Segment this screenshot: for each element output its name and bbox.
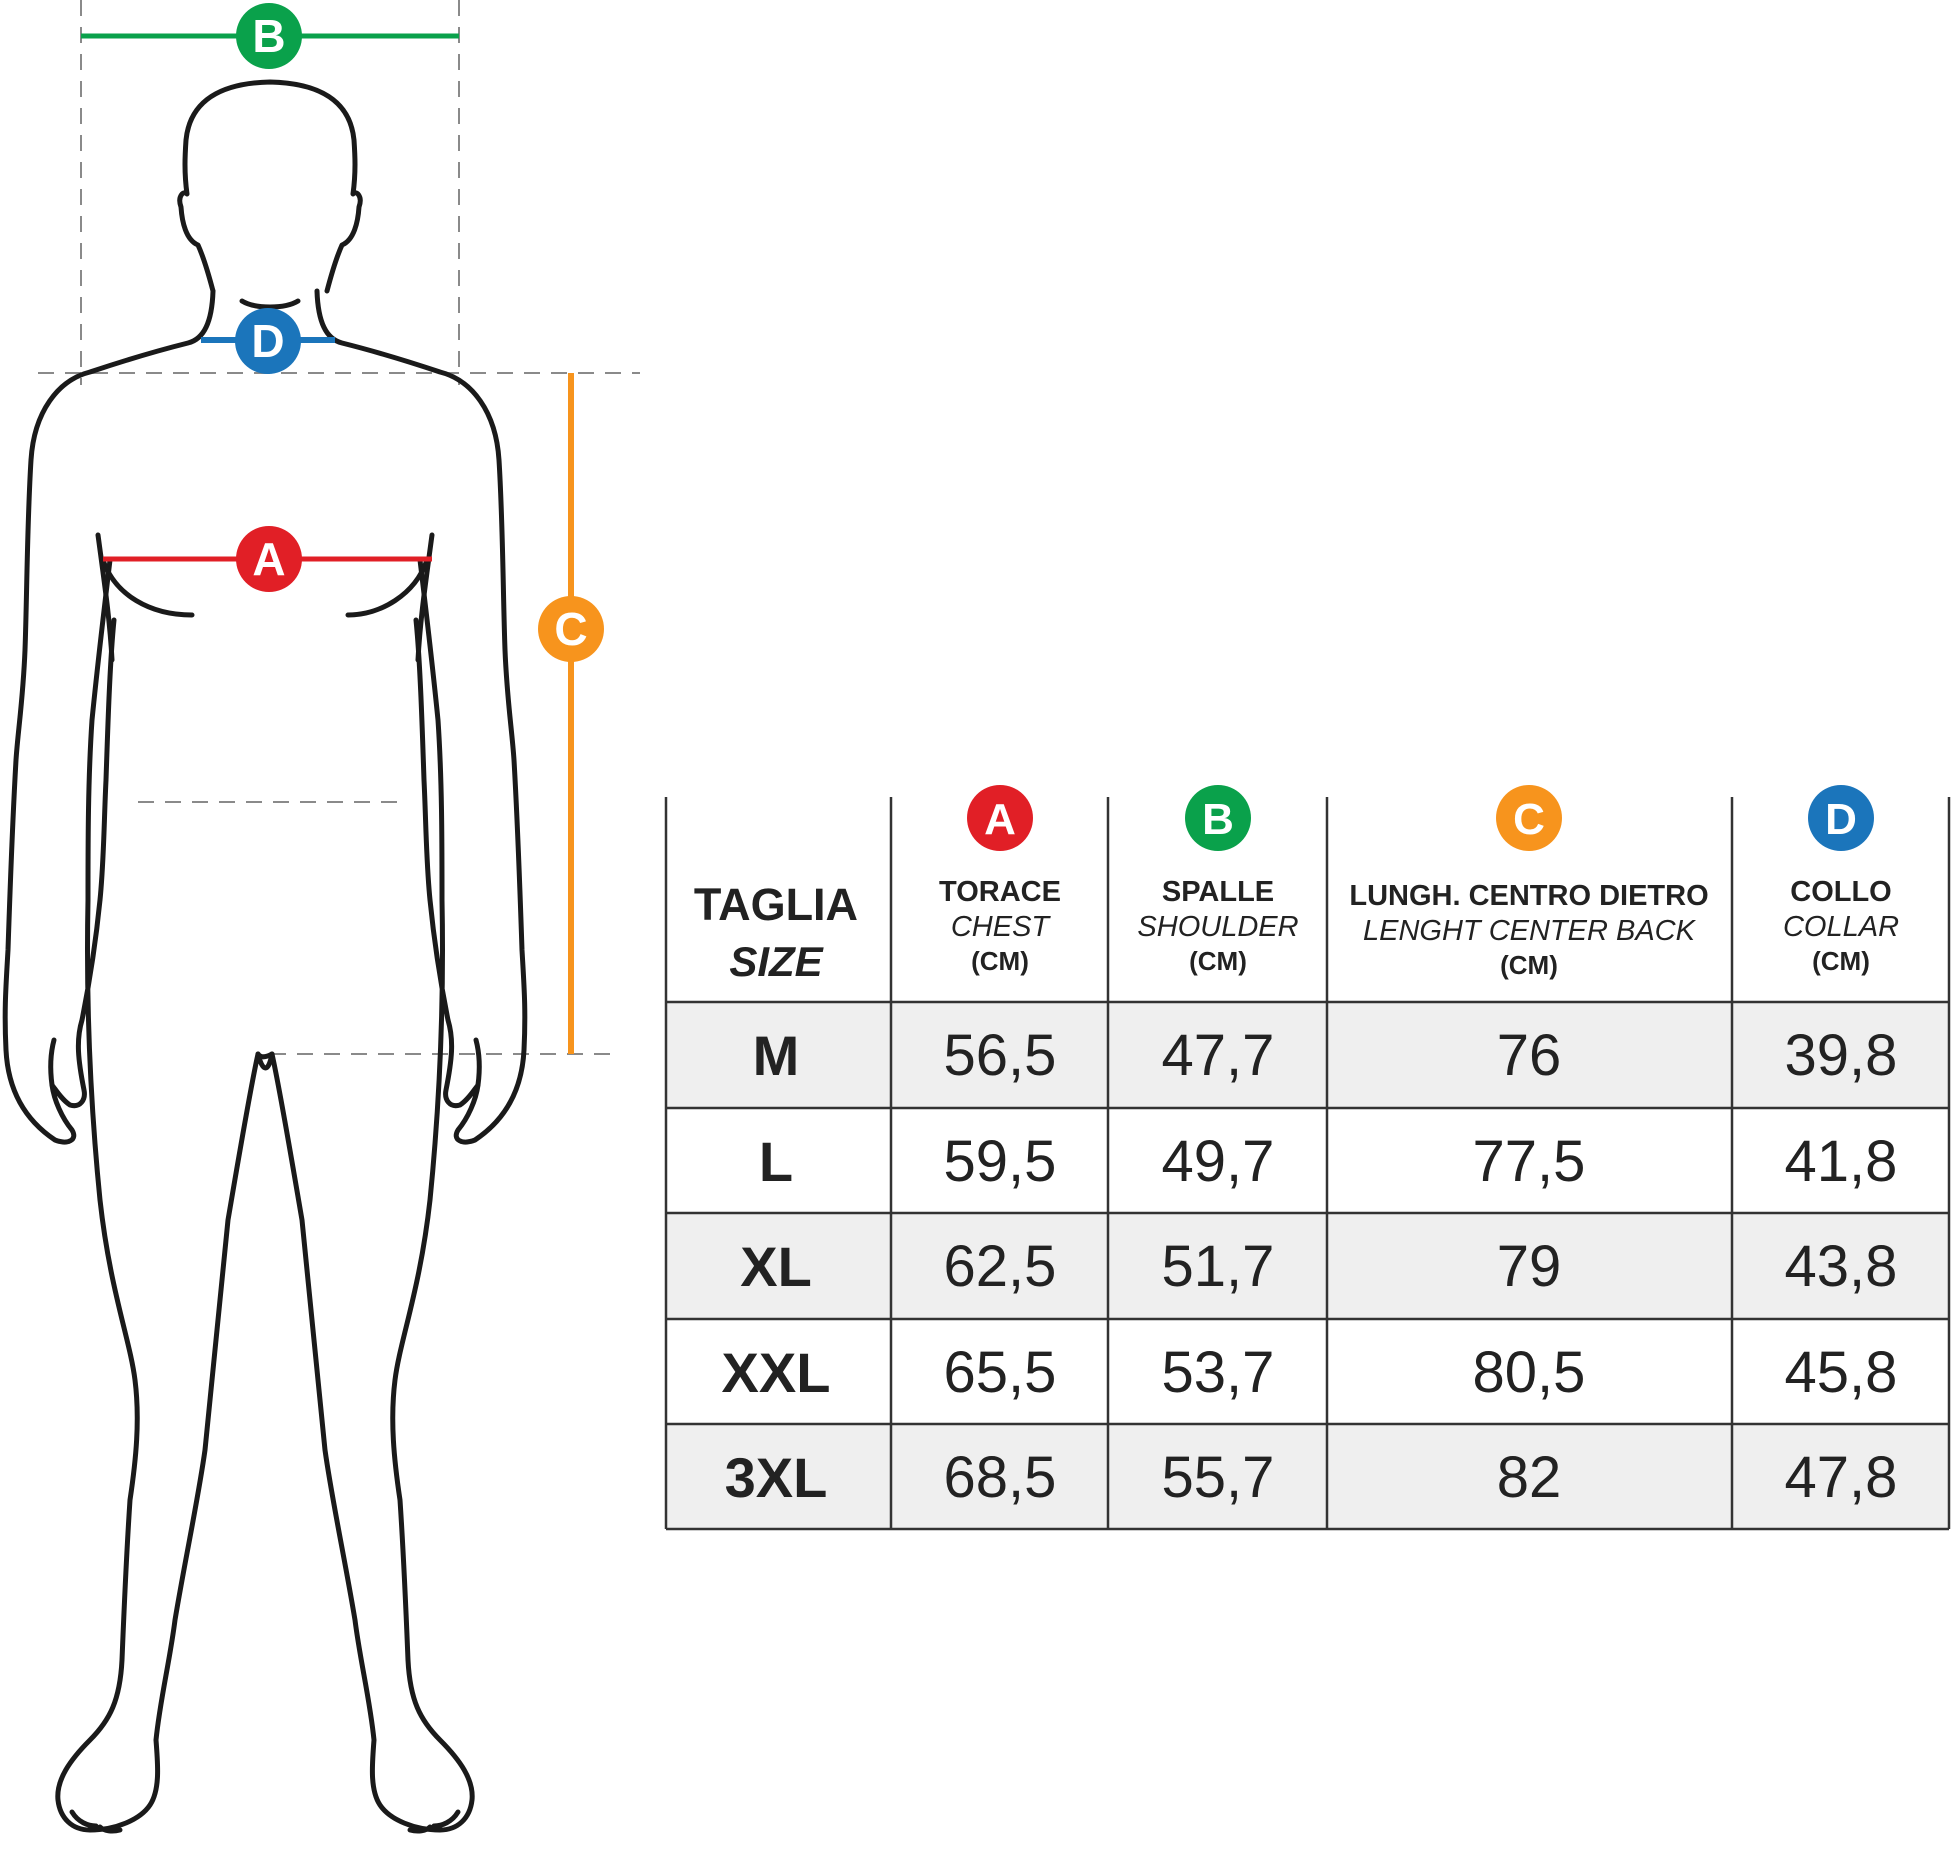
table-row-rules bbox=[666, 1000, 1949, 1531]
guide-lines bbox=[38, 0, 640, 1055]
shoulder-cell: 55,7 bbox=[1162, 1445, 1275, 1510]
size-table: TAGLIA SIZE A TORACE CHEST (CM) B SPALLE… bbox=[664, 785, 1951, 1531]
length-header-badge-label: C bbox=[1513, 795, 1545, 844]
shoulder-cell: 49,7 bbox=[1162, 1129, 1275, 1194]
chest-cell: 56,5 bbox=[944, 1023, 1057, 1088]
marker-c-circle bbox=[538, 596, 604, 662]
collar-header-badge bbox=[1808, 785, 1874, 851]
collar-header-en: COLLAR bbox=[1783, 911, 1899, 943]
marker-a: A bbox=[236, 526, 302, 592]
shoulder-header-unit: (CM) bbox=[1189, 946, 1247, 976]
shoulder-column-header: B SPALLE SHOULDER (CM) bbox=[1137, 785, 1299, 976]
marker-d-circle bbox=[235, 308, 301, 374]
left-chest-contour bbox=[100, 557, 195, 618]
length-header-badge bbox=[1496, 785, 1562, 851]
size-cell: XXL bbox=[722, 1341, 831, 1404]
collar-header-unit: (CM) bbox=[1812, 946, 1870, 976]
body-illustration: B D A C bbox=[2, 0, 640, 1834]
table-row: L 59,5 49,7 77,5 41,8 bbox=[759, 1129, 1898, 1194]
right-foot-toes bbox=[407, 1809, 461, 1834]
right-hand-finger bbox=[473, 1037, 482, 1088]
length-cell: 79 bbox=[1497, 1234, 1562, 1299]
left-hand-finger bbox=[48, 1037, 57, 1088]
size-cell: M bbox=[753, 1024, 800, 1087]
length-cell: 76 bbox=[1497, 1023, 1562, 1088]
shoulder-header-en: SHOULDER bbox=[1137, 911, 1298, 943]
marker-a-circle bbox=[236, 526, 302, 592]
size-header-it: TAGLIA bbox=[694, 879, 858, 930]
length-column-header: C LUNGH. CENTRO DIETRO LENGHT CENTER BAC… bbox=[1349, 785, 1709, 980]
right-armpit-line bbox=[415, 532, 435, 663]
head-outline bbox=[177, 79, 363, 294]
shoulder-header-badge bbox=[1185, 785, 1251, 851]
table-row: M 56,5 47,7 76 39,8 bbox=[753, 1023, 1898, 1088]
left-armpit-line bbox=[95, 532, 115, 663]
marker-d-label: D bbox=[251, 315, 284, 367]
chest-cell: 68,5 bbox=[944, 1445, 1057, 1510]
chest-header-badge-label: A bbox=[984, 795, 1016, 844]
table-row: 3XL 68,5 55,7 82 47,8 bbox=[725, 1445, 1898, 1510]
row-3xl-background bbox=[666, 1424, 1949, 1529]
torso-outline bbox=[2, 288, 528, 1833]
marker-c: C bbox=[538, 596, 604, 662]
length-cell: 82 bbox=[1497, 1445, 1562, 1510]
shoulder-header-badge-label: B bbox=[1202, 795, 1234, 844]
length-header-unit: (CM) bbox=[1500, 950, 1558, 980]
marker-d: D bbox=[235, 308, 301, 374]
size-cell: XL bbox=[740, 1235, 812, 1298]
chest-cell: 65,5 bbox=[944, 1340, 1057, 1405]
collar-cell: 43,8 bbox=[1785, 1234, 1898, 1299]
marker-b-circle bbox=[236, 3, 302, 69]
collar-cell: 45,8 bbox=[1785, 1340, 1898, 1405]
length-cell: 77,5 bbox=[1473, 1129, 1586, 1194]
collar-cell: 39,8 bbox=[1785, 1023, 1898, 1088]
body-outline bbox=[2, 79, 528, 1834]
marker-b: B bbox=[236, 3, 302, 69]
shoulder-cell: 51,7 bbox=[1162, 1234, 1275, 1299]
length-header-it: LUNGH. CENTRO DIETRO bbox=[1349, 880, 1708, 912]
table-row: XL 62,5 51,7 79 43,8 bbox=[740, 1234, 1897, 1299]
chest-header-en: CHEST bbox=[951, 911, 1052, 943]
shoulder-cell: 47,7 bbox=[1162, 1023, 1275, 1088]
chest-cell: 59,5 bbox=[944, 1129, 1057, 1194]
shoulder-cell: 53,7 bbox=[1162, 1340, 1275, 1405]
chest-header-unit: (CM) bbox=[971, 946, 1029, 976]
row-m-background bbox=[666, 1002, 1949, 1108]
length-cell: 80,5 bbox=[1473, 1340, 1586, 1405]
size-cell: L bbox=[759, 1130, 793, 1193]
table-row: XXL 65,5 53,7 80,5 45,8 bbox=[722, 1340, 1898, 1405]
left-foot-toes bbox=[69, 1809, 123, 1834]
chest-header-it: TORACE bbox=[939, 876, 1061, 908]
inner-leg bbox=[255, 1051, 275, 1071]
table-column-rules bbox=[664, 797, 1951, 1529]
length-header-en: LENGHT CENTER BACK bbox=[1363, 915, 1697, 947]
size-cell: 3XL bbox=[725, 1446, 828, 1509]
chest-cell: 62,5 bbox=[944, 1234, 1057, 1299]
right-chest-contour bbox=[345, 557, 430, 618]
collar-header-badge-label: D bbox=[1825, 795, 1857, 844]
collar-cell: 47,8 bbox=[1785, 1445, 1898, 1510]
marker-b-label: B bbox=[252, 10, 285, 62]
collar-cell: 41,8 bbox=[1785, 1129, 1898, 1194]
marker-c-label: C bbox=[554, 603, 587, 655]
row-xl-background bbox=[666, 1213, 1949, 1319]
collar-column-header: D COLLO COLLAR (CM) bbox=[1783, 785, 1899, 976]
chest-column-header: A TORACE CHEST (CM) bbox=[939, 785, 1061, 976]
size-column-header: TAGLIA SIZE bbox=[694, 879, 858, 985]
marker-a-label: A bbox=[252, 533, 285, 585]
shoulder-header-it: SPALLE bbox=[1162, 876, 1274, 908]
chest-header-badge bbox=[967, 785, 1033, 851]
jaw-outline bbox=[239, 298, 301, 310]
size-header-en: SIZE bbox=[729, 938, 824, 985]
collar-header-it: COLLO bbox=[1790, 876, 1892, 908]
